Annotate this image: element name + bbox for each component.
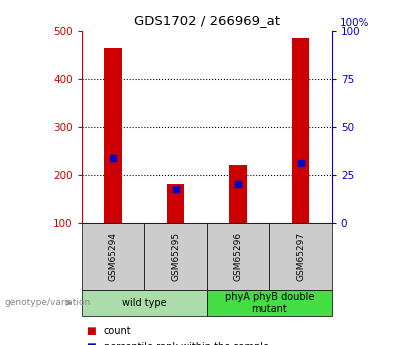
Text: count: count: [104, 326, 131, 336]
Bar: [167, 184, 184, 223]
Text: GSM65296: GSM65296: [234, 231, 243, 281]
Text: GSM65295: GSM65295: [171, 231, 180, 281]
Title: GDS1702 / 266969_at: GDS1702 / 266969_at: [134, 14, 280, 27]
Bar: [105, 48, 122, 223]
Text: 100%: 100%: [340, 18, 370, 28]
Text: wild type: wild type: [122, 298, 167, 308]
Text: GSM65294: GSM65294: [109, 231, 118, 281]
Text: GSM65297: GSM65297: [296, 231, 305, 281]
Text: genotype/variation: genotype/variation: [4, 298, 90, 307]
Text: phyA phyB double
mutant: phyA phyB double mutant: [225, 292, 314, 314]
Bar: [292, 38, 309, 223]
Text: percentile rank within the sample: percentile rank within the sample: [104, 342, 269, 345]
Text: ■: ■: [86, 326, 96, 336]
Text: ■: ■: [86, 342, 96, 345]
Bar: [229, 165, 247, 223]
